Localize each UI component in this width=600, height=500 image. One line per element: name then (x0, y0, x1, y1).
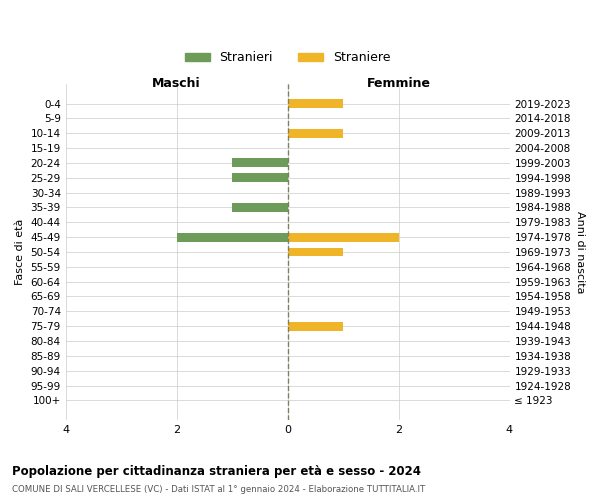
Bar (232, 174, 287, 182)
Bar (176, 232, 287, 241)
Y-axis label: Anni di nascita: Anni di nascita (575, 210, 585, 293)
Text: Maschi: Maschi (152, 77, 201, 90)
Bar (287, 248, 343, 256)
Y-axis label: Fasce di età: Fasce di età (15, 219, 25, 285)
Bar (287, 232, 398, 241)
Text: COMUNE DI SALI VERCELLESE (VC) - Dati ISTAT al 1° gennaio 2024 - Elaborazione TU: COMUNE DI SALI VERCELLESE (VC) - Dati IS… (12, 485, 425, 494)
Bar (287, 99, 343, 108)
Text: Popolazione per cittadinanza straniera per età e sesso - 2024: Popolazione per cittadinanza straniera p… (12, 465, 421, 478)
Bar (232, 158, 287, 168)
Legend: Stranieri, Straniere: Stranieri, Straniere (179, 46, 395, 70)
Bar (232, 203, 287, 212)
Bar (287, 322, 343, 330)
Text: Femmine: Femmine (367, 77, 431, 90)
Bar (287, 129, 343, 138)
